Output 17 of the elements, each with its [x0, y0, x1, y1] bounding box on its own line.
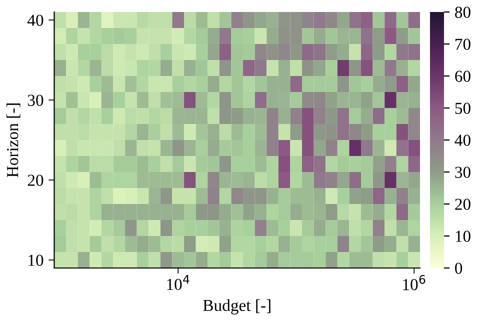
color-bar-label: 50 [455, 102, 470, 114]
color-bar-label: 20 [455, 198, 470, 210]
y-tick-label: 10 [28, 254, 44, 266]
y-tick-label: 40 [27, 14, 44, 26]
color-bar-label: 80 [455, 6, 470, 18]
y-tick-label: 30 [28, 94, 44, 106]
color-bar-label: 70 [456, 38, 470, 50]
y-axis-title: Horizon [-] [6, 104, 20, 178]
color-bar-label: 40 [454, 134, 470, 146]
color-bar-label: 0 [455, 262, 462, 274]
x-tick-label: 10$^{6}$ [403, 275, 426, 290]
color-bar-label: 30 [455, 166, 470, 178]
y-tick-label: 20 [28, 174, 44, 186]
color-bar-label: 10 [456, 230, 470, 242]
color-bar-label: 60 [455, 70, 470, 82]
x-axis-title: Budget [-] [203, 299, 270, 314]
x-tick-label: 10$^{4}$ [167, 275, 190, 290]
